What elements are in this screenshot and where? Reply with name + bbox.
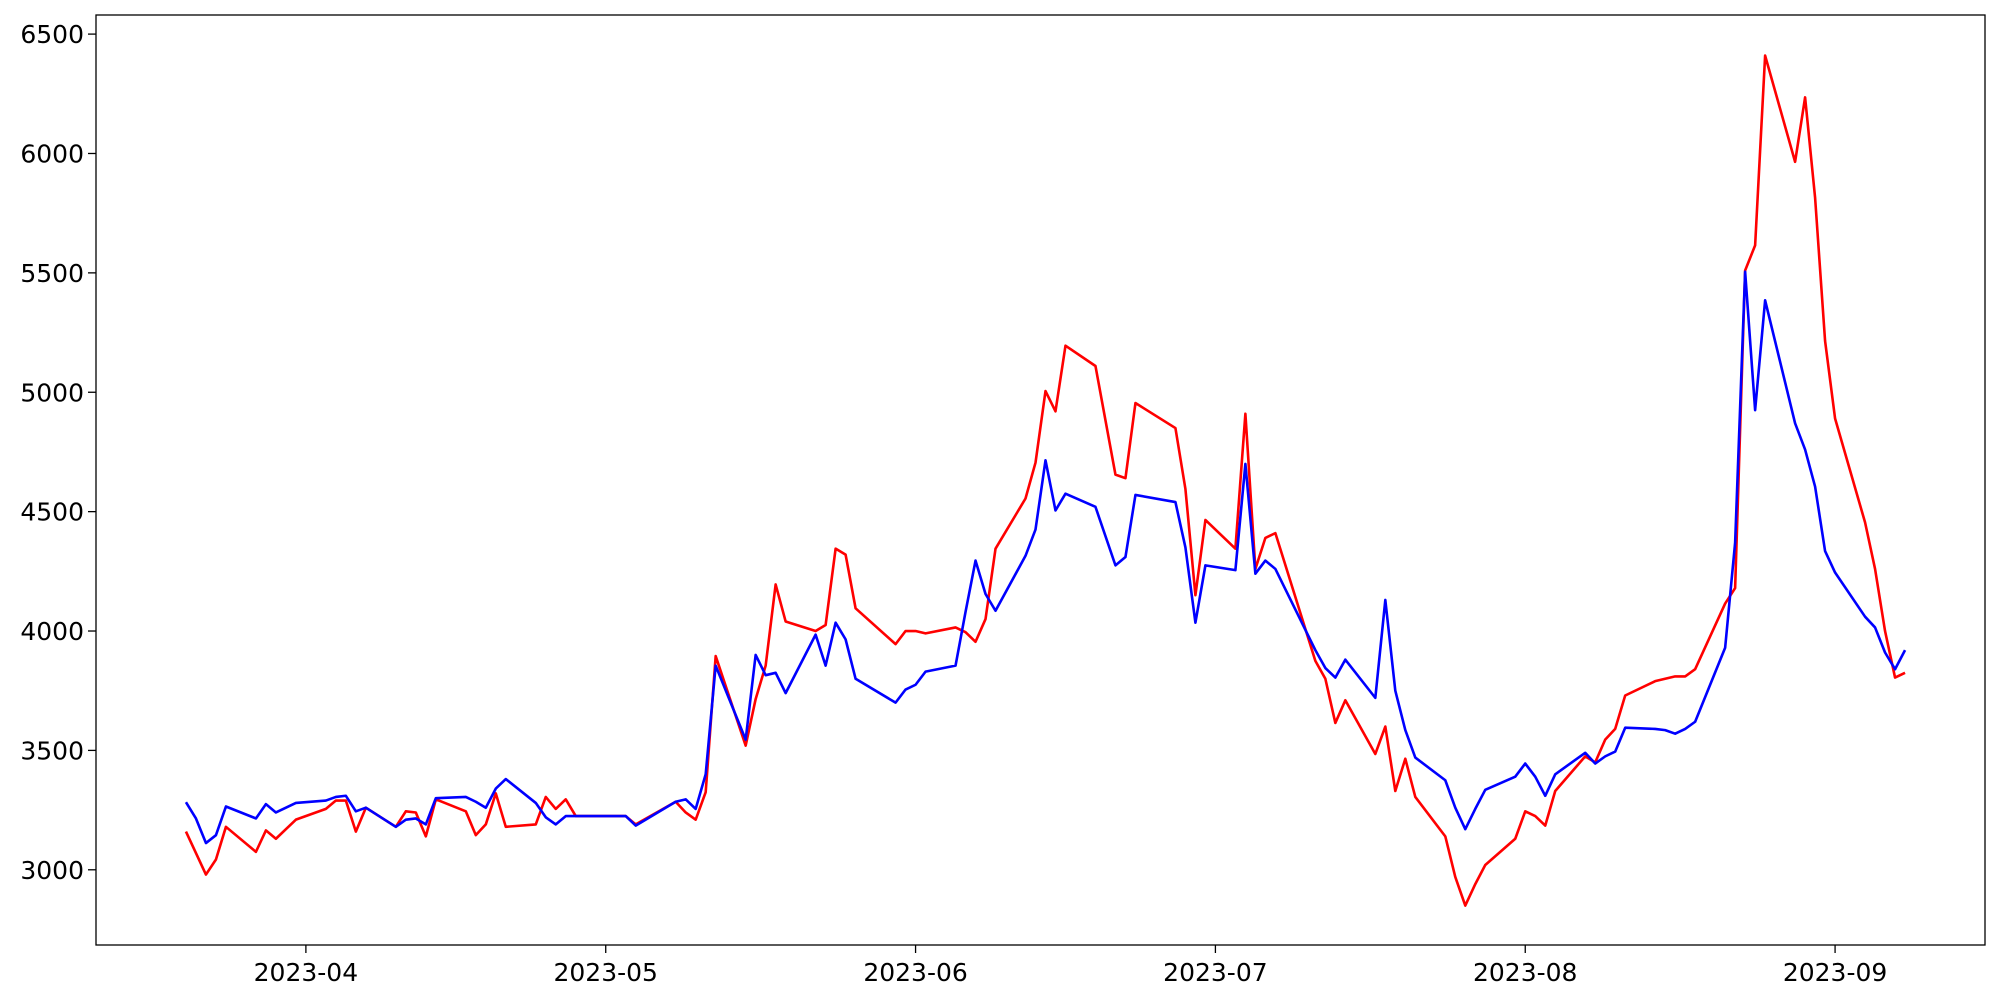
series-line [184,54,1906,907]
x-tick-label: 2023-04 [254,958,358,987]
x-tick-label: 2023-09 [1783,958,1887,987]
y-tick-label: 6000 [20,139,84,168]
y-tick-label: 4000 [20,617,84,646]
x-tick-label: 2023-07 [1163,958,1267,987]
x-tick-label: 2023-05 [553,958,657,987]
x-tick-label: 2023-06 [863,958,967,987]
plot-frame [95,14,1986,946]
y-tick-label: 3000 [20,856,84,885]
y-tick-label: 3500 [20,736,84,765]
y-tick-label: 5500 [20,259,84,288]
y-tick-label: 5000 [20,378,84,407]
x-tick-label: 2023-08 [1473,958,1577,987]
y-tick-label: 4500 [20,498,84,527]
y-tick-label: 6500 [20,20,84,49]
series-line [184,270,1907,845]
